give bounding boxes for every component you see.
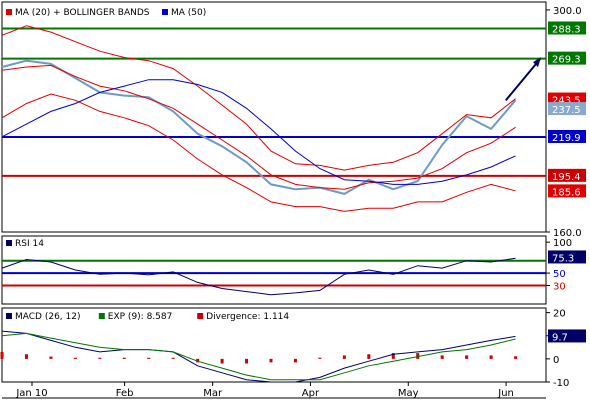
- divergence-bar-0: [0, 351, 4, 359]
- price-tick-label-0: 300.0: [553, 6, 582, 17]
- divergence-bar-2: [49, 356, 53, 359]
- divergence-bar-5: [122, 357, 126, 359]
- projection-arrow-head: [533, 57, 541, 68]
- series-bb_upper: [1, 25, 516, 171]
- macd-legend-label-0: MACD (26, 12): [15, 312, 81, 322]
- divergence-bar-4: [98, 357, 102, 359]
- price-level-label-2-box: [548, 129, 586, 143]
- macd-legend-swatch-1: [98, 313, 105, 319]
- divergence-bar-1: [24, 354, 28, 359]
- panel-frame-2: [1, 307, 547, 383]
- rsi-series-rsi: [1, 257, 516, 296]
- rsi-current-label-box: [548, 250, 586, 264]
- x-tick-label-2: Mar: [203, 388, 223, 399]
- rsi-tick-label-0: 100: [553, 238, 572, 249]
- macd-legend-swatch-0: [6, 313, 12, 319]
- macd-legend-label-1: EXP (9): 8.587: [108, 312, 173, 322]
- rsi-legend-swatch: [6, 240, 12, 246]
- price-level-label-2-text: 219.9: [552, 133, 581, 144]
- x-tick-label-0: Jan 10: [15, 388, 47, 399]
- price-value-label-2-text: 185.6: [552, 187, 581, 198]
- divergence-bar-11: [269, 358, 273, 363]
- macd-legend-swatch-2: [197, 313, 204, 319]
- price-level-label-1-box: [548, 51, 586, 65]
- macd-current-label-box: [548, 329, 586, 343]
- panel-frame-0: [1, 1, 547, 233]
- macd-tick-label-0: 20: [553, 309, 566, 320]
- price-level-label-3-box: [548, 168, 586, 182]
- price-level-label-1-text: 269.3: [552, 55, 581, 66]
- divergence-bar-13: [318, 357, 322, 359]
- macd-series-exp9: [1, 332, 516, 381]
- divergence-bar-7: [171, 357, 175, 359]
- price-value-label-2-box: [548, 184, 586, 198]
- price-value-label-1-text: 237.5: [552, 105, 581, 116]
- divergence-bar-17: [416, 353, 420, 359]
- divergence-bar-9: [220, 358, 224, 364]
- series-price: [1, 59, 517, 195]
- rsi-tick-label-2: 30: [553, 281, 566, 292]
- legend-swatch-1: [162, 9, 168, 15]
- series-ma50: [1, 79, 516, 185]
- x-tick-label-1: Feb: [116, 388, 134, 399]
- divergence-bar-18: [440, 355, 444, 359]
- divergence-bar-15: [367, 354, 371, 359]
- macd-tick-label-2: 0: [553, 355, 559, 366]
- price-tick-label-1: 160.0: [553, 228, 582, 239]
- divergence-bar-14: [342, 355, 346, 359]
- macd-tick-label-3: -10: [553, 378, 569, 389]
- x-tick-label-4: May: [398, 388, 419, 399]
- macd-current-label-text: 9.7: [552, 332, 568, 343]
- price-level-label-3-text: 195.4: [552, 172, 581, 183]
- divergence-bar-8: [196, 358, 200, 363]
- divergence-bar-19: [465, 355, 469, 359]
- divergence-bar-21: [514, 356, 518, 359]
- price-value-label-1-box: [548, 102, 586, 116]
- price-value-label-0-text: 243.5: [552, 96, 581, 107]
- projection-arrow-line: [504, 58, 541, 101]
- macd-series-macd: [1, 330, 516, 383]
- divergence-bar-16: [391, 353, 395, 359]
- divergence-bar-6: [147, 357, 151, 359]
- legend-label-1: MA (50): [171, 8, 206, 18]
- rsi-tick-label-1: 50: [553, 269, 566, 280]
- rsi-legend-label: RSI 14: [15, 239, 44, 249]
- price-level-label-0-text: 288.3: [552, 24, 581, 35]
- divergence-bar-20: [489, 355, 493, 359]
- series-bb_lower: [1, 93, 516, 212]
- divergence-bar-10: [245, 358, 249, 364]
- price-level-label-0-box: [548, 21, 586, 35]
- rsi-current-label-text: 75.3: [552, 253, 574, 264]
- divergence-bar-3: [73, 357, 77, 359]
- panel-frame-1: [1, 235, 547, 305]
- legend-swatch-0: [6, 9, 12, 15]
- legend-label-0: MA (20) + BOLLINGER BANDS: [15, 8, 150, 18]
- macd-legend-label-2: Divergence: 1.114: [206, 312, 289, 322]
- x-tick-label-5: Jun: [497, 388, 514, 399]
- x-tick-label-3: Apr: [302, 388, 320, 399]
- series-ma20: [1, 64, 516, 190]
- divergence-bar-12: [293, 358, 297, 363]
